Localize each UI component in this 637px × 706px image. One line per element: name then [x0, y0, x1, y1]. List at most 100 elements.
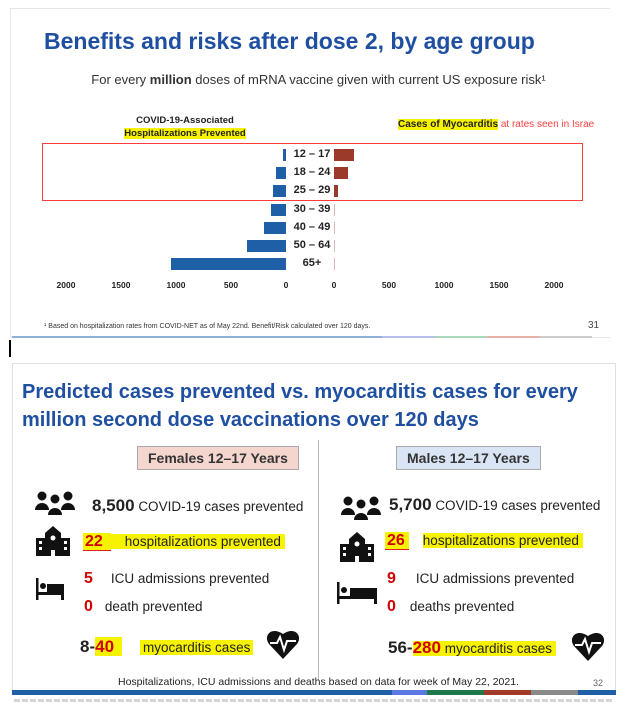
color-bar-blue-end — [578, 690, 616, 695]
cropped-text-line — [14, 699, 614, 702]
hospitalizations-bar — [276, 167, 286, 180]
left-axis-tick: 1000 — [166, 280, 186, 290]
right-axis-tick: 1500 — [489, 280, 509, 290]
right-series-header: Cases of Myocarditis at rates seen in Is… — [398, 119, 594, 130]
subtitle-post: doses of mRNA vaccine given with current… — [191, 72, 546, 87]
female-cases-number: 8,500 — [92, 496, 135, 515]
text-cursor — [9, 340, 11, 357]
age-label: 12 – 17 — [293, 148, 331, 160]
color-bar-green — [427, 690, 484, 695]
myocarditis-bar — [334, 221, 335, 234]
female-hospitalizations: 22 hospitalizations prevented — [83, 533, 285, 551]
female-myo-text: myocarditis cases — [140, 640, 254, 655]
left-axis-tick: 0 — [283, 280, 289, 290]
female-cases-text: COVID-19 cases prevented — [138, 499, 304, 514]
left-header-line2: Hospitalizations Prevented — [124, 128, 246, 139]
color-bar-gray — [531, 690, 578, 695]
male-myo-text: myocarditis cases — [444, 641, 553, 656]
heart-rate-icon — [571, 633, 605, 661]
people-group-icon — [35, 491, 75, 515]
slide1-footnote: ¹ Based on hospitalization rates from CO… — [44, 323, 371, 330]
myocarditis-bar — [334, 185, 339, 198]
male-icu-number: 9 — [387, 570, 396, 587]
male-deaths: 0 deaths prevented — [387, 598, 514, 616]
color-bar-red — [484, 690, 531, 695]
age-label: 40 – 49 — [293, 220, 331, 233]
right-header-rest: at rates seen in Israe — [498, 119, 595, 130]
hospitalizations-bar — [270, 203, 286, 216]
male-myocarditis: 56-280 myocarditis cases — [388, 638, 557, 658]
slide1-color-rule — [382, 336, 592, 338]
male-hospitalizations: 26 hospitalizations prevented — [385, 532, 583, 550]
age-label: 25 – 29 — [293, 184, 331, 197]
right-axis-tick: 1000 — [434, 280, 454, 290]
age-label: 18 – 24 — [293, 166, 331, 179]
female-death-number: 0 — [84, 598, 93, 615]
slide1-bottom-rule — [12, 336, 382, 338]
male-death-number: 0 — [387, 598, 396, 615]
male-cases-number: 5,700 — [389, 495, 432, 514]
male-death-text: deaths prevented — [409, 599, 515, 614]
female-icu: 5 ICU admissions prevented — [84, 570, 269, 588]
age-label: 30 – 39 — [293, 202, 331, 215]
left-axis-tick: 1500 — [111, 280, 131, 290]
slide2-footnote: Hospitalizations, ICU admissions and dea… — [118, 676, 519, 688]
male-icu: 9 ICU admissions prevented — [387, 570, 574, 588]
male-group-label: Males 12–17 Years — [396, 446, 541, 470]
male-hosp-text: hospitalizations prevented — [422, 533, 583, 548]
right-axis-tick: 2000 — [544, 280, 564, 290]
female-myo-high: 40 — [95, 637, 123, 656]
age-label: 50 – 64 — [293, 239, 331, 251]
subtitle-pre: For every — [91, 72, 150, 87]
slide-benefits-risks — [10, 8, 610, 338]
male-cases-text: COVID-19 cases prevented — [435, 498, 601, 513]
female-hosp-text: hospitalizations prevented — [110, 534, 285, 549]
female-myocarditis: 8-40 myocarditis cases — [80, 637, 254, 657]
slide1-title: Benefits and risks after dose 2, by age … — [44, 28, 535, 54]
myocarditis-bar — [334, 203, 335, 216]
subtitle-bold: million — [149, 72, 192, 87]
color-bar-blue — [12, 690, 392, 695]
male-cases: 5,700 COVID-19 cases prevented — [389, 495, 600, 515]
male-myo-high: 280 — [412, 638, 441, 657]
hospitalizations-bar — [171, 258, 286, 271]
slide2-title: Predicted cases prevented vs. myocarditi… — [22, 381, 578, 431]
hospital-bed-icon — [36, 578, 64, 600]
male-hosp-number: 26 — [385, 532, 409, 550]
female-deaths: 0 death prevented — [84, 598, 203, 616]
female-icu-text: ICU admissions prevented — [110, 571, 270, 586]
right-axis-tick: 500 — [381, 280, 397, 290]
left-axis-tick: 500 — [223, 280, 239, 290]
male-icu-text: ICU admissions prevented — [415, 571, 575, 586]
myocarditis-bar — [334, 167, 348, 180]
people-group-icon — [341, 496, 381, 520]
male-myo-low: 56- — [388, 638, 413, 657]
left-axis-tick: 2000 — [56, 280, 76, 290]
myocarditis-bar — [334, 240, 335, 252]
hospital-icon — [36, 526, 70, 556]
hospital-bed-icon — [337, 582, 377, 604]
right-header-highlight: Cases of Myocarditis — [398, 119, 499, 130]
column-divider — [318, 440, 319, 680]
female-death-text: death prevented — [104, 599, 203, 614]
myocarditis-bar — [334, 149, 354, 161]
heart-rate-icon — [266, 631, 300, 659]
female-cases: 8,500 COVID-19 cases prevented — [92, 496, 303, 516]
hospitalizations-bar — [246, 240, 286, 252]
female-hosp-number: 22 — [83, 533, 111, 551]
butterfly-chart: 12 – 17 18 – 24 25 – 29 30 – 39 40 – 49 50 – … — [0, 0, 637, 300]
hospital-icon — [340, 532, 374, 562]
female-myo-low: 8- — [80, 637, 96, 656]
slide1-page-number: 31 — [588, 320, 600, 331]
slide1-subtitle: For every million doses of mRNA vaccine … — [0, 72, 637, 87]
right-axis-tick: 0 — [331, 280, 337, 290]
color-bar-periwinkle — [392, 690, 427, 695]
female-icu-number: 5 — [84, 570, 93, 587]
slide2-page-number: 32 — [593, 678, 604, 688]
left-series-header: COVID-19-Associated Hospitalizations Prev… — [100, 114, 270, 140]
left-header-line1: COVID-19-Associated — [136, 115, 234, 126]
hospitalizations-bar — [273, 185, 286, 198]
highlight-box — [42, 143, 583, 201]
myocarditis-bar — [334, 258, 335, 271]
age-label: 65+ — [302, 257, 322, 270]
